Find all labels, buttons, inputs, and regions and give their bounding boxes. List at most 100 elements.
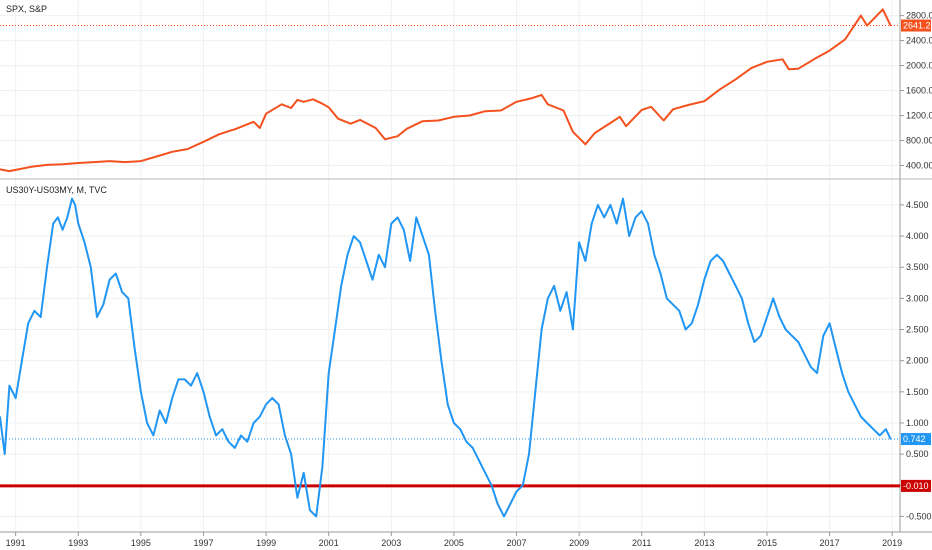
data-point [378,254,380,256]
data-point [15,397,17,399]
y-tick-label: 2000.00 [906,61,932,71]
data-point [584,260,586,262]
data-point [171,151,173,153]
data-point [566,291,568,293]
data-point [584,143,586,145]
data-point [165,422,167,424]
grid-layer [0,0,900,532]
data-point [697,304,699,306]
data-point [134,347,136,349]
data-point [290,453,292,455]
data-point [484,110,486,112]
data-point [227,130,230,132]
data-point [753,341,756,343]
data-point [46,164,48,166]
data-point [0,416,1,418]
data-point [500,109,502,112]
data-point [591,223,593,225]
y-tick-label: 3.500 [906,262,929,272]
data-point [271,397,273,399]
data-point [0,168,1,170]
data-point [77,162,79,164]
data-point [321,103,324,105]
data-point [609,122,612,124]
data-point [750,67,752,69]
data-point [782,58,784,60]
data-point [534,391,536,393]
data-point [634,216,637,218]
data-point [90,266,92,268]
data-point [196,372,198,374]
data-point [625,125,627,127]
data-point [115,272,117,275]
data-point [365,260,367,262]
data-point [672,304,674,306]
data-point [813,58,815,60]
last-value-label: 2641.27 [903,21,932,31]
data-point [202,391,205,393]
data-point [490,484,493,486]
data-point [828,49,831,52]
x-tick-label: 1997 [193,538,213,548]
data-point [828,322,831,324]
data-point [684,328,687,331]
data-point [328,106,330,109]
reference-value-label: -0.010 [903,481,929,491]
data-point [766,61,768,63]
data-point [866,422,868,424]
data-point [509,503,511,505]
data-point [303,101,305,103]
y-tick-label: 3.000 [906,293,929,303]
data-point [259,127,261,129]
data-point [879,434,881,437]
data-point [663,119,665,122]
y-tick-label: 2.000 [906,356,929,366]
data-point [468,114,471,117]
y-tick-label: 1600.00 [906,86,932,96]
data-point [760,335,762,337]
data-point [159,409,161,412]
data-point [578,241,580,243]
data-point [252,422,255,424]
data-point [872,428,874,430]
data-point [171,397,173,399]
data-point [728,272,730,275]
y-tick-label: 1200.00 [906,111,932,121]
y-tick-label: 2400.00 [906,36,932,46]
data-point [735,285,737,287]
data-point [885,428,887,430]
reference-value-badge [901,479,931,492]
data-point [396,135,399,137]
data-point [710,260,712,262]
data-point [340,285,342,287]
data-point [788,68,790,70]
data-point [296,99,298,101]
data-point [594,132,596,134]
data-point [121,291,123,293]
data-point [422,120,424,122]
data-point [415,216,417,218]
data-point [40,316,42,318]
data-point [478,459,480,461]
x-tick-label: 2017 [820,538,840,548]
data-point [434,310,436,312]
data-point [252,121,255,123]
x-tick-label: 2003 [381,538,401,548]
data-point [882,8,884,10]
data-point [62,229,64,231]
data-point [797,68,799,70]
data-point [93,161,95,163]
data-point [140,391,142,393]
data-point [315,515,317,518]
data-point [797,341,799,343]
data-point [337,118,339,120]
data-point [703,279,705,281]
data-point [562,109,565,112]
data-point [650,106,652,108]
data-point [440,360,442,362]
data-point [540,328,543,331]
data-point [835,347,837,349]
data-point [559,310,561,312]
